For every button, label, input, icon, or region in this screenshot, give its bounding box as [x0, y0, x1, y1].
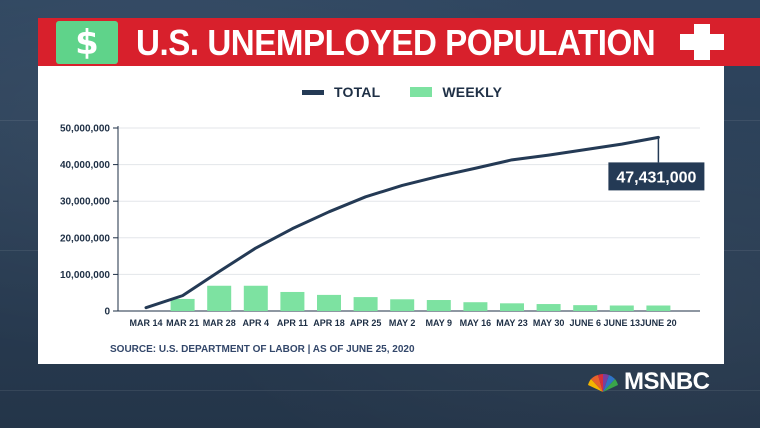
x-tick-label: APR 4 [243, 318, 270, 328]
background-stripe [0, 390, 760, 391]
x-tick-label: APR 18 [313, 318, 345, 328]
weekly-bar [500, 303, 524, 311]
weekly-bar [353, 297, 378, 311]
y-tick-label: 50,000,000 [60, 124, 110, 135]
weekly-bar [646, 305, 671, 311]
weekly-bar [390, 299, 415, 311]
x-tick-label: MAR 14 [129, 318, 162, 328]
y-tick-label: 0 [104, 307, 110, 318]
weekly-swatch [410, 87, 433, 97]
peacock-icon [588, 373, 618, 392]
weekly-bar [243, 285, 268, 311]
annotation-label: 47,431,000 [616, 169, 696, 186]
legend-item-total: TOTAL [302, 84, 380, 100]
header-banner [38, 18, 760, 66]
legend-item-weekly: WEEKLY [410, 84, 502, 100]
weekly-bar [609, 305, 634, 311]
x-tick-label: APR 11 [277, 318, 308, 328]
weekly-bar [170, 298, 195, 311]
x-tick-label: JUNE 13 [604, 318, 641, 328]
weekly-bar [207, 285, 232, 311]
x-tick-label: JUNE 20 [640, 318, 677, 328]
total-line [144, 135, 660, 310]
page-title: U.S. UNEMPLOYED POPULATION [136, 22, 656, 63]
y-tick-label: 40,000,000 [60, 160, 110, 171]
source-note: SOURCE: U.S. DEPARTMENT OF LABOR | AS OF… [110, 344, 415, 355]
annotation-box [608, 162, 705, 191]
chart-panel [38, 66, 724, 364]
weekly-bar [573, 305, 598, 311]
total-swatch [302, 89, 324, 95]
weekly-bar [426, 300, 451, 311]
y-tick-label: 20,000,000 [60, 233, 110, 244]
x-tick-label: APR 25 [350, 318, 382, 328]
weekly-bar [463, 302, 488, 311]
y-tick-label: 10,000,000 [60, 270, 110, 281]
x-tick-label: JUNE 6 [569, 318, 601, 328]
msnbc-wordmark: MSNBC [624, 368, 710, 395]
legend-label-total: TOTAL [334, 84, 381, 100]
x-tick-label: MAY 16 [460, 318, 492, 328]
x-tick-label: MAY 23 [496, 318, 528, 328]
x-tick-label: MAY 9 [426, 318, 453, 328]
cross-icon [680, 24, 724, 60]
weekly-bar [280, 291, 305, 311]
x-tick-label: MAR 21 [166, 318, 199, 328]
dollar-icon: $ [56, 21, 118, 64]
weekly-bar [317, 294, 341, 311]
legend: TOTAL WEEKLY [302, 84, 532, 100]
legend-label-weekly: WEEKLY [442, 84, 503, 100]
y-tick-label: 30,000,000 [60, 197, 110, 208]
x-tick-label: MAY 2 [389, 318, 416, 328]
x-tick-label: MAY 30 [533, 318, 565, 328]
dollar-symbol: $ [75, 22, 99, 63]
msnbc-logo: MSNBC [586, 368, 710, 395]
x-tick-label: MAR 28 [203, 318, 236, 328]
weekly-bar [536, 304, 561, 311]
